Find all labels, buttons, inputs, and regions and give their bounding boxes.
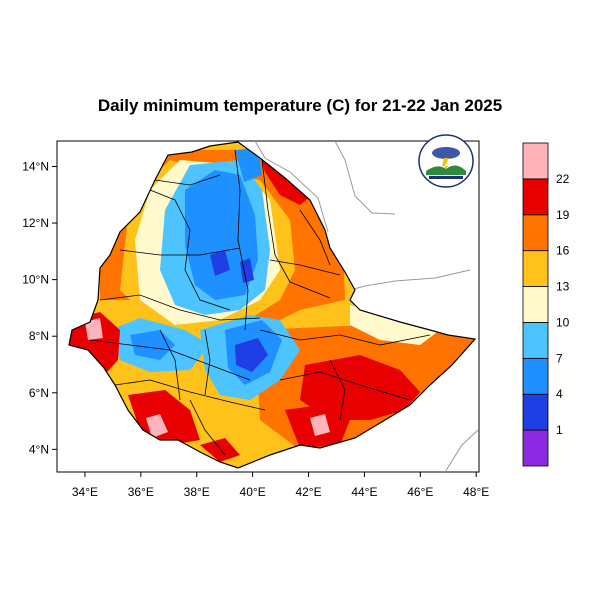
neighbor-borders — [254, 140, 479, 473]
y-tick-label: 12°N — [22, 216, 49, 230]
colorbar-box — [522, 357, 549, 395]
x-tick-label: 42°E — [295, 485, 321, 499]
colorbar-box — [522, 286, 549, 323]
colorbar-box — [522, 322, 549, 359]
colorbar-box — [522, 142, 549, 180]
y-tick-label: 10°N — [22, 273, 49, 287]
logo-hills — [426, 165, 466, 175]
x-tick-label: 44°E — [351, 485, 377, 499]
colorbar-box — [522, 429, 549, 467]
colorbar-label: 4 — [556, 387, 563, 401]
x-tick-label: 40°E — [240, 485, 266, 499]
colorbar-box — [522, 250, 549, 287]
y-tick-label: 4°N — [29, 442, 49, 456]
y-tick-label: 8°N — [29, 329, 49, 343]
agency-logo — [418, 134, 474, 188]
colorbar-label: 13 — [556, 280, 570, 294]
colorbar: 1 4 7 10 13 16 19 22 — [522, 142, 570, 467]
colorbar-label: 22 — [556, 172, 570, 186]
colorbar-label: 10 — [556, 315, 570, 329]
x-tick-label: 38°E — [184, 485, 210, 499]
y-tick-label: 14°N — [22, 159, 49, 173]
colorbar-box — [522, 393, 549, 431]
logo-text-band — [429, 176, 463, 179]
colorbar-box — [522, 214, 549, 252]
colorbar-label: 19 — [556, 208, 570, 222]
x-tick-label: 34°E — [72, 485, 98, 499]
y-axis: 14°N 12°N 10°N 8°N 6°N 4°N — [22, 159, 57, 456]
x-tick-label: 48°E — [463, 485, 489, 499]
colorbar-label: 1 — [556, 423, 563, 437]
colorbar-box — [522, 178, 549, 216]
map-title: Daily minimum temperature (C) for 21-22 … — [97, 96, 503, 115]
x-tick-label: 46°E — [407, 485, 433, 499]
admin-boundaries — [89, 149, 431, 456]
colorbar-label: 16 — [556, 244, 570, 258]
x-axis: 34°E 36°E 38°E 40°E 42°E 44°E 46°E 48°E — [72, 472, 489, 499]
x-tick-label: 36°E — [128, 485, 154, 499]
y-tick-label: 6°N — [29, 386, 49, 400]
colorbar-label: 7 — [556, 351, 563, 365]
logo-cloud — [432, 147, 460, 159]
